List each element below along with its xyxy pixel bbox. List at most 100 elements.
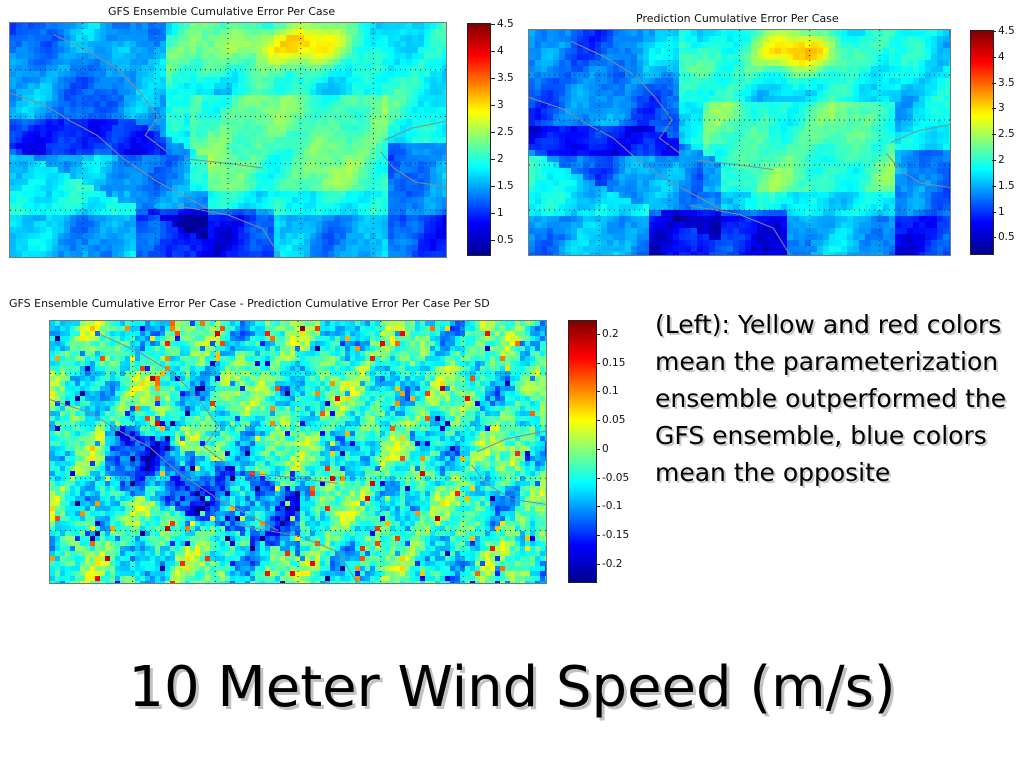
heatmap-cell — [370, 143, 377, 150]
heatmap-cell — [16, 71, 23, 78]
heatmap-cell — [442, 137, 446, 144]
heatmap-cell — [775, 144, 782, 151]
heatmap-cell — [304, 23, 311, 30]
heatmap-cell — [340, 41, 347, 48]
heatmap-cell — [430, 131, 437, 138]
heatmap-cell — [250, 35, 257, 42]
heatmap-cell — [835, 120, 842, 127]
heatmap-cell — [442, 89, 446, 96]
heatmap-cell — [178, 221, 185, 228]
heatmap-cell — [571, 192, 578, 199]
heatmap-cell — [775, 162, 782, 169]
heatmap-cell — [148, 251, 155, 257]
heatmap-cell — [436, 245, 443, 252]
heatmap-cell — [673, 156, 680, 163]
heatmap-cell — [799, 72, 806, 79]
heatmap-cell — [106, 137, 113, 144]
heatmap-cell — [52, 167, 59, 174]
heatmap-cell — [631, 204, 638, 211]
heatmap-cell — [382, 53, 389, 60]
heatmap-cell — [853, 84, 860, 91]
heatmap-cell — [22, 221, 29, 228]
heatmap-cell — [871, 120, 878, 127]
heatmap-cell — [226, 251, 233, 257]
heatmap-cell — [811, 48, 818, 55]
heatmap-cell — [667, 48, 674, 55]
heatmap-cell — [70, 53, 77, 60]
heatmap-cell — [118, 83, 125, 90]
heatmap-cell — [40, 113, 47, 120]
heatmap-cell — [757, 198, 764, 205]
heatmap-cell — [412, 119, 419, 126]
heatmap-cell — [535, 108, 542, 115]
heatmap-cell — [196, 149, 203, 156]
heatmap-cell — [346, 107, 353, 114]
heatmap-cell — [322, 233, 329, 240]
heatmap-cell — [931, 54, 938, 61]
heatmap-cell — [919, 72, 926, 79]
heatmap-cell — [673, 186, 680, 193]
heatmap-cell — [775, 48, 782, 55]
heatmap-cell — [388, 71, 395, 78]
heatmap-cell — [82, 41, 89, 48]
heatmap-cell — [94, 23, 101, 30]
heatmap-cell — [529, 66, 536, 73]
heatmap-cell — [442, 167, 446, 174]
heatmap-cell — [811, 42, 818, 49]
heatmap-cell — [208, 173, 215, 180]
heatmap-cell — [829, 30, 836, 37]
heatmap-cell — [739, 114, 746, 121]
heatmap-cell — [70, 191, 77, 198]
heatmap-cell — [400, 185, 407, 192]
heatmap-cell — [937, 144, 944, 151]
heatmap-cell — [799, 162, 806, 169]
heatmap-cell — [238, 161, 245, 168]
heatmap-cell — [100, 113, 107, 120]
heatmap-cell — [40, 107, 47, 114]
heatmap-cell — [382, 125, 389, 132]
heatmap-cell — [124, 173, 131, 180]
heatmap-cell — [583, 42, 590, 49]
heatmap-cell — [202, 77, 209, 84]
heatmap-cell — [22, 59, 29, 66]
heatmap-cell — [613, 192, 620, 199]
heatmap-cell — [142, 29, 149, 36]
heatmap-cell — [130, 203, 137, 210]
heatmap-cell — [358, 77, 365, 84]
heatmap-cell — [118, 137, 125, 144]
heatmap-cell — [949, 66, 950, 73]
heatmap-cell — [172, 83, 179, 90]
heatmap-cell — [262, 41, 269, 48]
heatmap-cell — [655, 198, 662, 205]
heatmap-cell — [364, 197, 371, 204]
heatmap-cell — [913, 54, 920, 61]
heatmap-cell — [553, 78, 560, 85]
heatmap-cell — [238, 65, 245, 72]
heatmap-cell — [316, 113, 323, 120]
heatmap-cell — [118, 95, 125, 102]
heatmap-cell — [535, 168, 542, 175]
heatmap-cell — [793, 42, 800, 49]
heatmap-cell — [214, 71, 221, 78]
heatmap-cell — [220, 179, 227, 186]
heatmap-cell — [679, 72, 686, 79]
heatmap-cell — [64, 203, 71, 210]
heatmap-cell — [775, 54, 782, 61]
heatmap-cell — [883, 126, 890, 133]
heatmap-cell — [208, 95, 215, 102]
heatmap-cell — [763, 60, 770, 67]
heatmap-cell — [130, 185, 137, 192]
heatmap-cell — [220, 65, 227, 72]
heatmap-cell — [232, 191, 239, 198]
heatmap-cell — [637, 42, 644, 49]
heatmap-cell — [889, 36, 896, 43]
heatmap-cell — [442, 113, 446, 120]
heatmap-cell — [190, 251, 197, 257]
heatmap-cell — [931, 168, 938, 175]
heatmap-cell — [655, 186, 662, 193]
heatmap-cell — [22, 251, 29, 257]
heatmap-cell — [190, 209, 197, 216]
heatmap-cell — [400, 149, 407, 156]
heatmap-cell — [937, 126, 944, 133]
heatmap-cell — [541, 186, 548, 193]
